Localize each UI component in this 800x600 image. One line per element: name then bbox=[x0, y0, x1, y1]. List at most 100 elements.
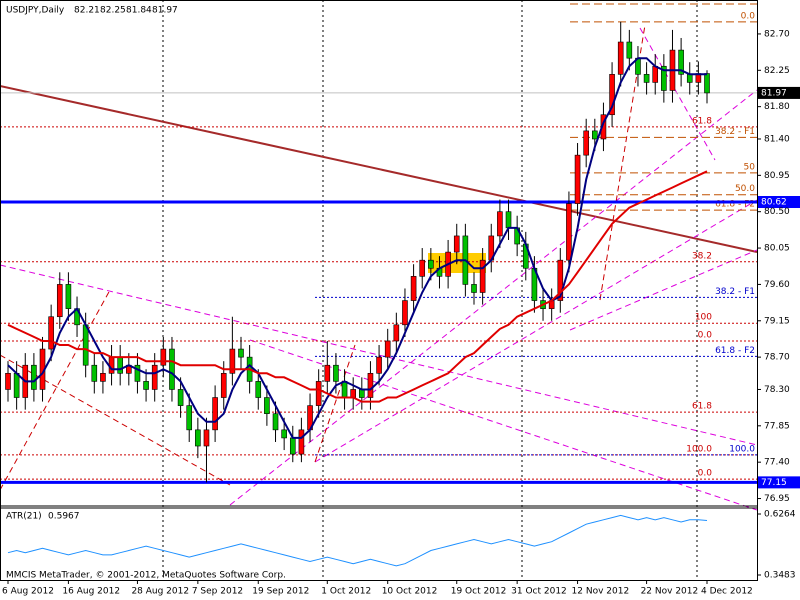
frame bbox=[0, 0, 758, 581]
ohlc-low: 81.84 bbox=[126, 6, 152, 16]
candle-body bbox=[359, 389, 365, 398]
candle-body bbox=[479, 259, 486, 293]
trendline bbox=[314, 344, 356, 463]
x-tick-label: 16 Aug 2012 bbox=[62, 587, 120, 597]
candle-body bbox=[289, 437, 296, 455]
y-tick-label: 82.70 bbox=[764, 29, 790, 39]
price-tag bbox=[758, 86, 800, 99]
candle-body bbox=[393, 324, 400, 342]
x-tick-label: 19 Oct 2012 bbox=[451, 587, 507, 597]
atr-value: 0.5967 bbox=[48, 512, 80, 522]
trendline bbox=[0, 85, 758, 253]
x-tick-label: 22 Nov 2012 bbox=[641, 587, 699, 597]
fib-label: 0.0 bbox=[698, 469, 713, 479]
candle-body bbox=[643, 74, 650, 83]
candle-body bbox=[324, 364, 331, 382]
fib-label: 38.2 - F1 bbox=[715, 127, 755, 137]
x-tick-label: 6 Aug 2012 bbox=[2, 587, 54, 597]
candle-body bbox=[56, 284, 63, 318]
candle-body bbox=[678, 49, 684, 75]
y-tick-label: 76.95 bbox=[764, 494, 790, 504]
y-tick-label: 79.60 bbox=[764, 280, 790, 290]
y-tick-label: 81.80 bbox=[764, 102, 790, 112]
y-tick-label: 78.30 bbox=[764, 385, 790, 395]
candle-body bbox=[557, 259, 564, 301]
price-tag bbox=[758, 196, 800, 208]
candle-body bbox=[384, 340, 391, 358]
fib-label: 100 bbox=[695, 313, 712, 323]
x-tick-label: 7 Sep 2012 bbox=[192, 587, 243, 597]
candle-body bbox=[65, 284, 72, 309]
candle-body bbox=[229, 348, 236, 374]
atr-line bbox=[7, 514, 708, 567]
candle-body bbox=[272, 413, 279, 431]
price-tag bbox=[758, 476, 800, 489]
fib-label: 261.8 bbox=[729, 0, 755, 4]
fib-label: 61.8 bbox=[692, 402, 712, 412]
candle-body bbox=[419, 259, 426, 277]
candle-body bbox=[255, 381, 262, 398]
x-tick-label: 4 Dec 2012 bbox=[701, 587, 753, 597]
y-tick-label: 79.15 bbox=[764, 316, 790, 326]
x-tick-label: 12 Nov 2012 bbox=[572, 587, 630, 597]
fib-label: 0.0 bbox=[698, 330, 713, 340]
ohlc-open: 82.21 bbox=[74, 6, 100, 16]
candle-body bbox=[195, 429, 201, 447]
y-tick-label: 80.05 bbox=[764, 244, 790, 254]
month-grid bbox=[162, 0, 698, 580]
candle-body bbox=[220, 372, 227, 398]
candle-body bbox=[661, 65, 667, 91]
candle-body bbox=[315, 381, 322, 406]
candle-body bbox=[609, 74, 615, 116]
x-tick-label: 10 Oct 2012 bbox=[382, 587, 438, 597]
trendline bbox=[569, 249, 758, 331]
price-tag-label: 80.62 bbox=[761, 198, 787, 208]
candle-body bbox=[212, 397, 218, 431]
candle-body bbox=[453, 235, 460, 253]
candle-body bbox=[31, 364, 37, 390]
candle-body bbox=[298, 429, 305, 455]
candle-body bbox=[117, 356, 123, 374]
candle-body bbox=[652, 65, 659, 83]
candle-body bbox=[367, 372, 374, 398]
candle-body bbox=[91, 364, 98, 382]
atr-name: ATR(21) bbox=[6, 512, 42, 522]
fib-label: 38.2 bbox=[692, 251, 712, 261]
candle-body bbox=[686, 74, 693, 83]
moving-average bbox=[7, 170, 708, 403]
fib-label: 61.8 - F2 bbox=[715, 346, 755, 356]
x-tick-label: 1 Oct 2012 bbox=[321, 587, 371, 597]
fib-label: 61.8 - F2 bbox=[715, 200, 755, 210]
candle-body bbox=[505, 211, 512, 229]
ohlc-close: 81.97 bbox=[152, 6, 178, 16]
candle-body bbox=[5, 372, 11, 390]
candle-body bbox=[281, 429, 287, 439]
candle-body bbox=[160, 348, 167, 366]
watermark: MMCIS MetaTrader, © 2001-2012, MetaQuote… bbox=[6, 571, 286, 581]
price-tag-label: 81.97 bbox=[761, 88, 787, 98]
trendline bbox=[229, 89, 758, 506]
candle-body bbox=[376, 356, 382, 374]
y-tick-label: 80.50 bbox=[764, 207, 790, 217]
trendline bbox=[0, 289, 111, 491]
trendline bbox=[639, 27, 716, 161]
ohlc-high: 82.25 bbox=[100, 6, 126, 16]
fib-label: 61.8 bbox=[692, 116, 712, 126]
candle-body bbox=[566, 203, 572, 261]
candle-body bbox=[471, 284, 477, 293]
x-tick-label: 19 Sep 2012 bbox=[252, 587, 309, 597]
candle-body bbox=[203, 429, 210, 447]
candle-body bbox=[143, 381, 149, 390]
atr-tick-label: 0.6264 bbox=[764, 510, 796, 520]
moving-average bbox=[7, 57, 707, 439]
candle-body bbox=[704, 73, 710, 94]
candle-body bbox=[410, 276, 417, 301]
candle-body bbox=[169, 348, 175, 390]
candle-body bbox=[350, 389, 356, 398]
fib-label: 38.2 - F1 bbox=[715, 287, 755, 297]
candle-body bbox=[583, 130, 589, 156]
candle-body bbox=[574, 154, 581, 204]
